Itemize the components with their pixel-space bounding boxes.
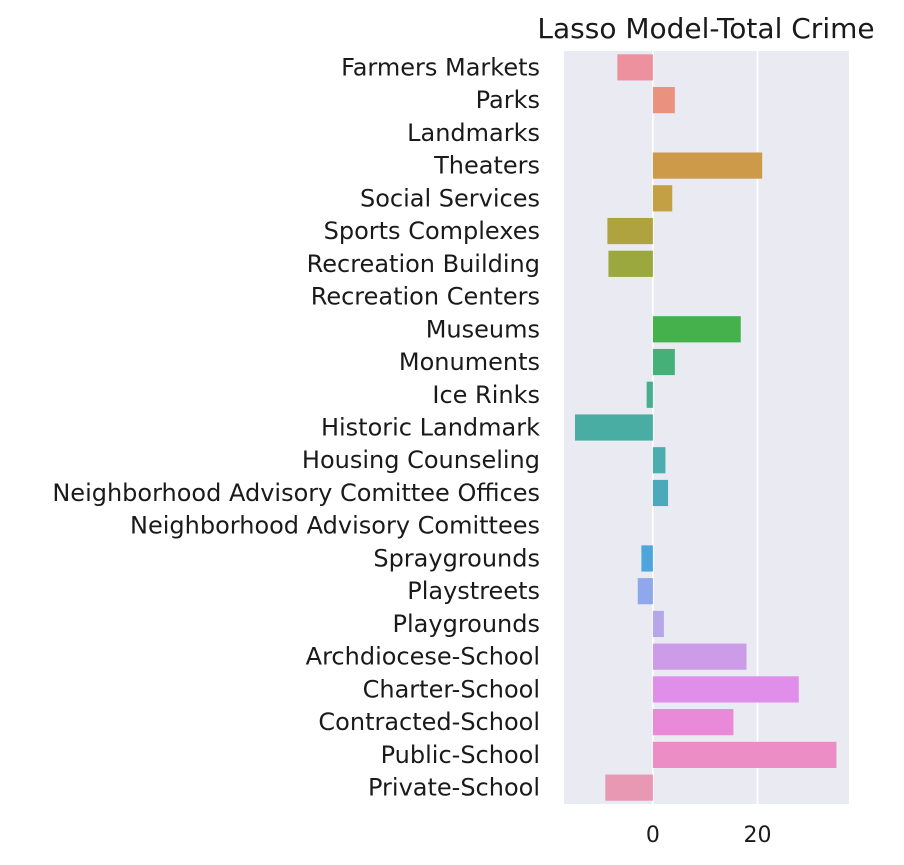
x-tick-label: 20: [743, 823, 771, 848]
bar: [652, 152, 763, 179]
chart-title: Lasso Model-Total Crime: [537, 12, 874, 45]
category-labels: Farmers Markets Parks Landmarks Theaters Soc…: [52, 53, 540, 801]
category-label: Recreation Building: [307, 250, 540, 278]
bar: [652, 185, 673, 212]
bar: [652, 447, 666, 474]
bar: [641, 545, 653, 572]
bar: [607, 217, 653, 245]
category-label: Sports Complexes: [324, 217, 540, 245]
category-label: Private-School: [368, 774, 540, 802]
x-tick-label: 0: [646, 823, 660, 848]
category-label: Charter-School: [363, 675, 540, 703]
bar: [637, 578, 653, 605]
category-label: Social Services: [360, 184, 540, 212]
bar: [617, 54, 653, 81]
bar: [652, 709, 734, 736]
category-label: Public-School: [381, 741, 540, 769]
x-tick-labels: 0 20: [646, 823, 772, 848]
category-label: Monuments: [399, 348, 540, 376]
bar: [652, 610, 664, 638]
bars: [574, 54, 837, 801]
category-label: Historic Landmark: [321, 414, 540, 442]
bar: [652, 479, 669, 507]
category-label: Museums: [426, 315, 540, 343]
category-label: Parks: [476, 86, 540, 114]
bar: [646, 381, 653, 408]
category-label: Playstreets: [407, 577, 540, 605]
category-label: Playgrounds: [393, 610, 540, 638]
bar: [574, 414, 653, 441]
category-label: Spraygrounds: [373, 544, 540, 572]
bar: [605, 774, 653, 801]
category-label: Contracted-School: [318, 708, 540, 736]
bar: [608, 250, 653, 277]
category-label: Recreation Centers: [311, 283, 540, 311]
category-label: Landmarks: [407, 119, 540, 147]
category-label: Theaters: [433, 152, 540, 180]
bar: [652, 643, 747, 670]
category-label: Archdiocese-School: [306, 643, 540, 671]
category-label: Farmers Markets: [341, 53, 540, 81]
category-label: Neighborhood Advisory Comittees: [130, 512, 540, 540]
category-label: Housing Counseling: [302, 446, 540, 474]
bar: [652, 316, 741, 343]
bar: [652, 87, 675, 114]
bar: [652, 676, 799, 703]
bar: [652, 741, 837, 768]
category-label: Neighborhood Advisory Comittee Offices: [52, 479, 540, 507]
bar: [652, 348, 675, 376]
category-label: Ice Rinks: [432, 381, 540, 409]
